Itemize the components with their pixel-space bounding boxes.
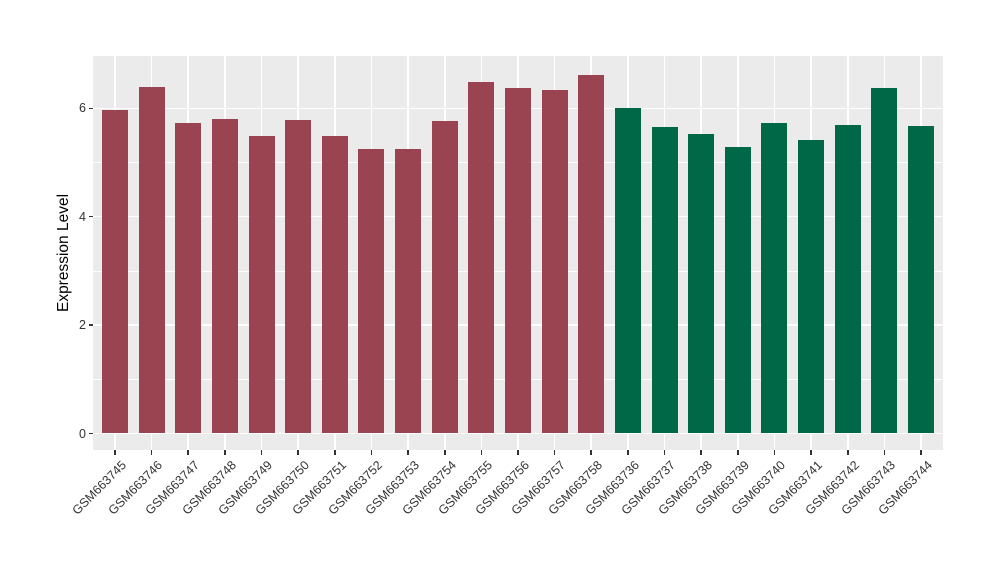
- bar-GSM663743: [871, 88, 898, 434]
- bar-GSM663750: [285, 120, 312, 434]
- bar-GSM663747: [175, 122, 202, 434]
- bar-GSM663738: [688, 134, 715, 434]
- y-tick-label: 6: [79, 101, 86, 116]
- x-tick-mark: [920, 450, 922, 455]
- x-tick-mark: [663, 450, 666, 455]
- y-tick-mark: [88, 215, 93, 218]
- bar-GSM663756: [505, 87, 531, 434]
- y-tick-label: 2: [79, 318, 86, 333]
- y-tick-label: 0: [79, 426, 86, 441]
- bar-GSM663742: [834, 124, 861, 434]
- x-tick-mark: [846, 450, 849, 455]
- x-tick-mark: [443, 450, 446, 455]
- y-tick-mark: [88, 324, 93, 326]
- x-tick-mark: [187, 450, 190, 455]
- x-tick-mark: [553, 450, 556, 455]
- bar-GSM663740: [761, 122, 788, 434]
- bar-GSM663757: [541, 90, 568, 434]
- bar-GSM663741: [798, 140, 825, 434]
- x-tick-mark: [590, 450, 593, 455]
- bar-GSM663754: [431, 121, 458, 434]
- bar-GSM663739: [724, 146, 751, 434]
- x-tick-mark: [224, 450, 226, 455]
- bar-GSM663753: [395, 149, 422, 434]
- plot-panel: [93, 56, 943, 450]
- bar-GSM663752: [358, 149, 385, 434]
- y-tick-mark: [88, 432, 93, 435]
- x-tick-mark: [114, 450, 116, 455]
- bar-GSM663737: [651, 126, 678, 434]
- x-tick-mark: [883, 450, 886, 455]
- y-tick-mark: [88, 107, 93, 110]
- x-tick-mark: [810, 450, 812, 455]
- x-tick-mark: [150, 450, 153, 455]
- bar-GSM663745: [101, 109, 128, 434]
- x-tick-mark: [737, 450, 739, 455]
- bar-GSM663746: [138, 86, 165, 434]
- x-tick-mark: [260, 450, 263, 455]
- bar-GSM663748: [211, 119, 238, 434]
- x-tick-mark: [407, 450, 409, 455]
- x-tick-mark: [627, 450, 629, 455]
- bar-GSM663751: [321, 136, 348, 434]
- bar-GSM663744: [908, 125, 935, 434]
- x-tick-mark: [297, 450, 299, 455]
- x-tick-mark: [370, 450, 373, 455]
- x-tick-mark: [334, 450, 336, 455]
- bar-GSM663736: [614, 108, 641, 434]
- bar-GSM663755: [468, 82, 495, 434]
- x-tick-mark: [480, 450, 483, 455]
- y-tick-label: 4: [79, 209, 86, 224]
- bar-GSM663758: [578, 74, 605, 434]
- x-tick-mark: [517, 450, 519, 455]
- x-tick-mark: [773, 450, 776, 455]
- x-tick-mark: [700, 450, 702, 455]
- bar-GSM663749: [248, 136, 275, 434]
